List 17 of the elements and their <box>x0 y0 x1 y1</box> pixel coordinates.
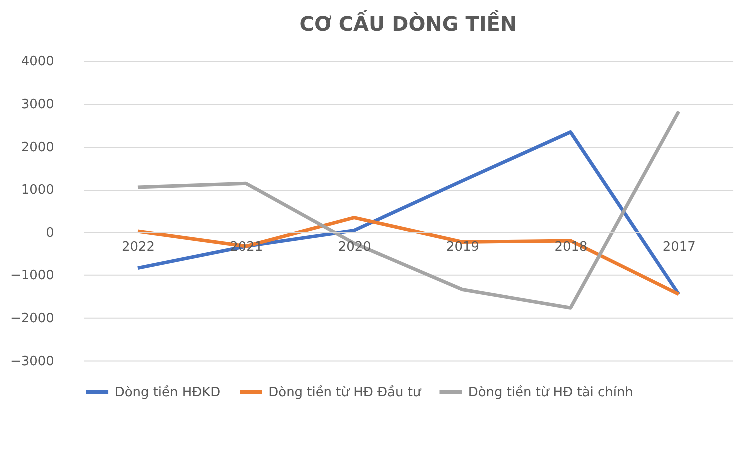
x-tick-label: 2019 <box>446 240 480 255</box>
legend-label: Dòng tiền HĐKD <box>114 385 221 400</box>
y-tick-label: 4000 <box>21 54 54 70</box>
y-tick-label: 0 <box>46 226 54 241</box>
x-tick-label: 2017 <box>662 240 696 255</box>
y-tick-label: −3000 <box>10 354 54 370</box>
y-tick-label: −2000 <box>10 311 54 326</box>
y-tick-label: −1000 <box>10 268 54 284</box>
y-tick-label: 2000 <box>21 140 54 156</box>
y-tick-label: 3000 <box>21 97 54 112</box>
legend-label: Dòng tiền từ HĐ tài chính <box>468 385 634 400</box>
x-tick-label: 2020 <box>338 240 372 255</box>
x-tick-label: 2021 <box>230 240 264 255</box>
legend-label: Dòng tiền từ HĐ Đầu tư <box>268 385 422 400</box>
x-tick-label: 2022 <box>122 240 155 255</box>
chart-title: CƠ CẤU DÒNG TIỀN <box>300 9 518 36</box>
y-tick-label: 1000 <box>21 183 54 198</box>
